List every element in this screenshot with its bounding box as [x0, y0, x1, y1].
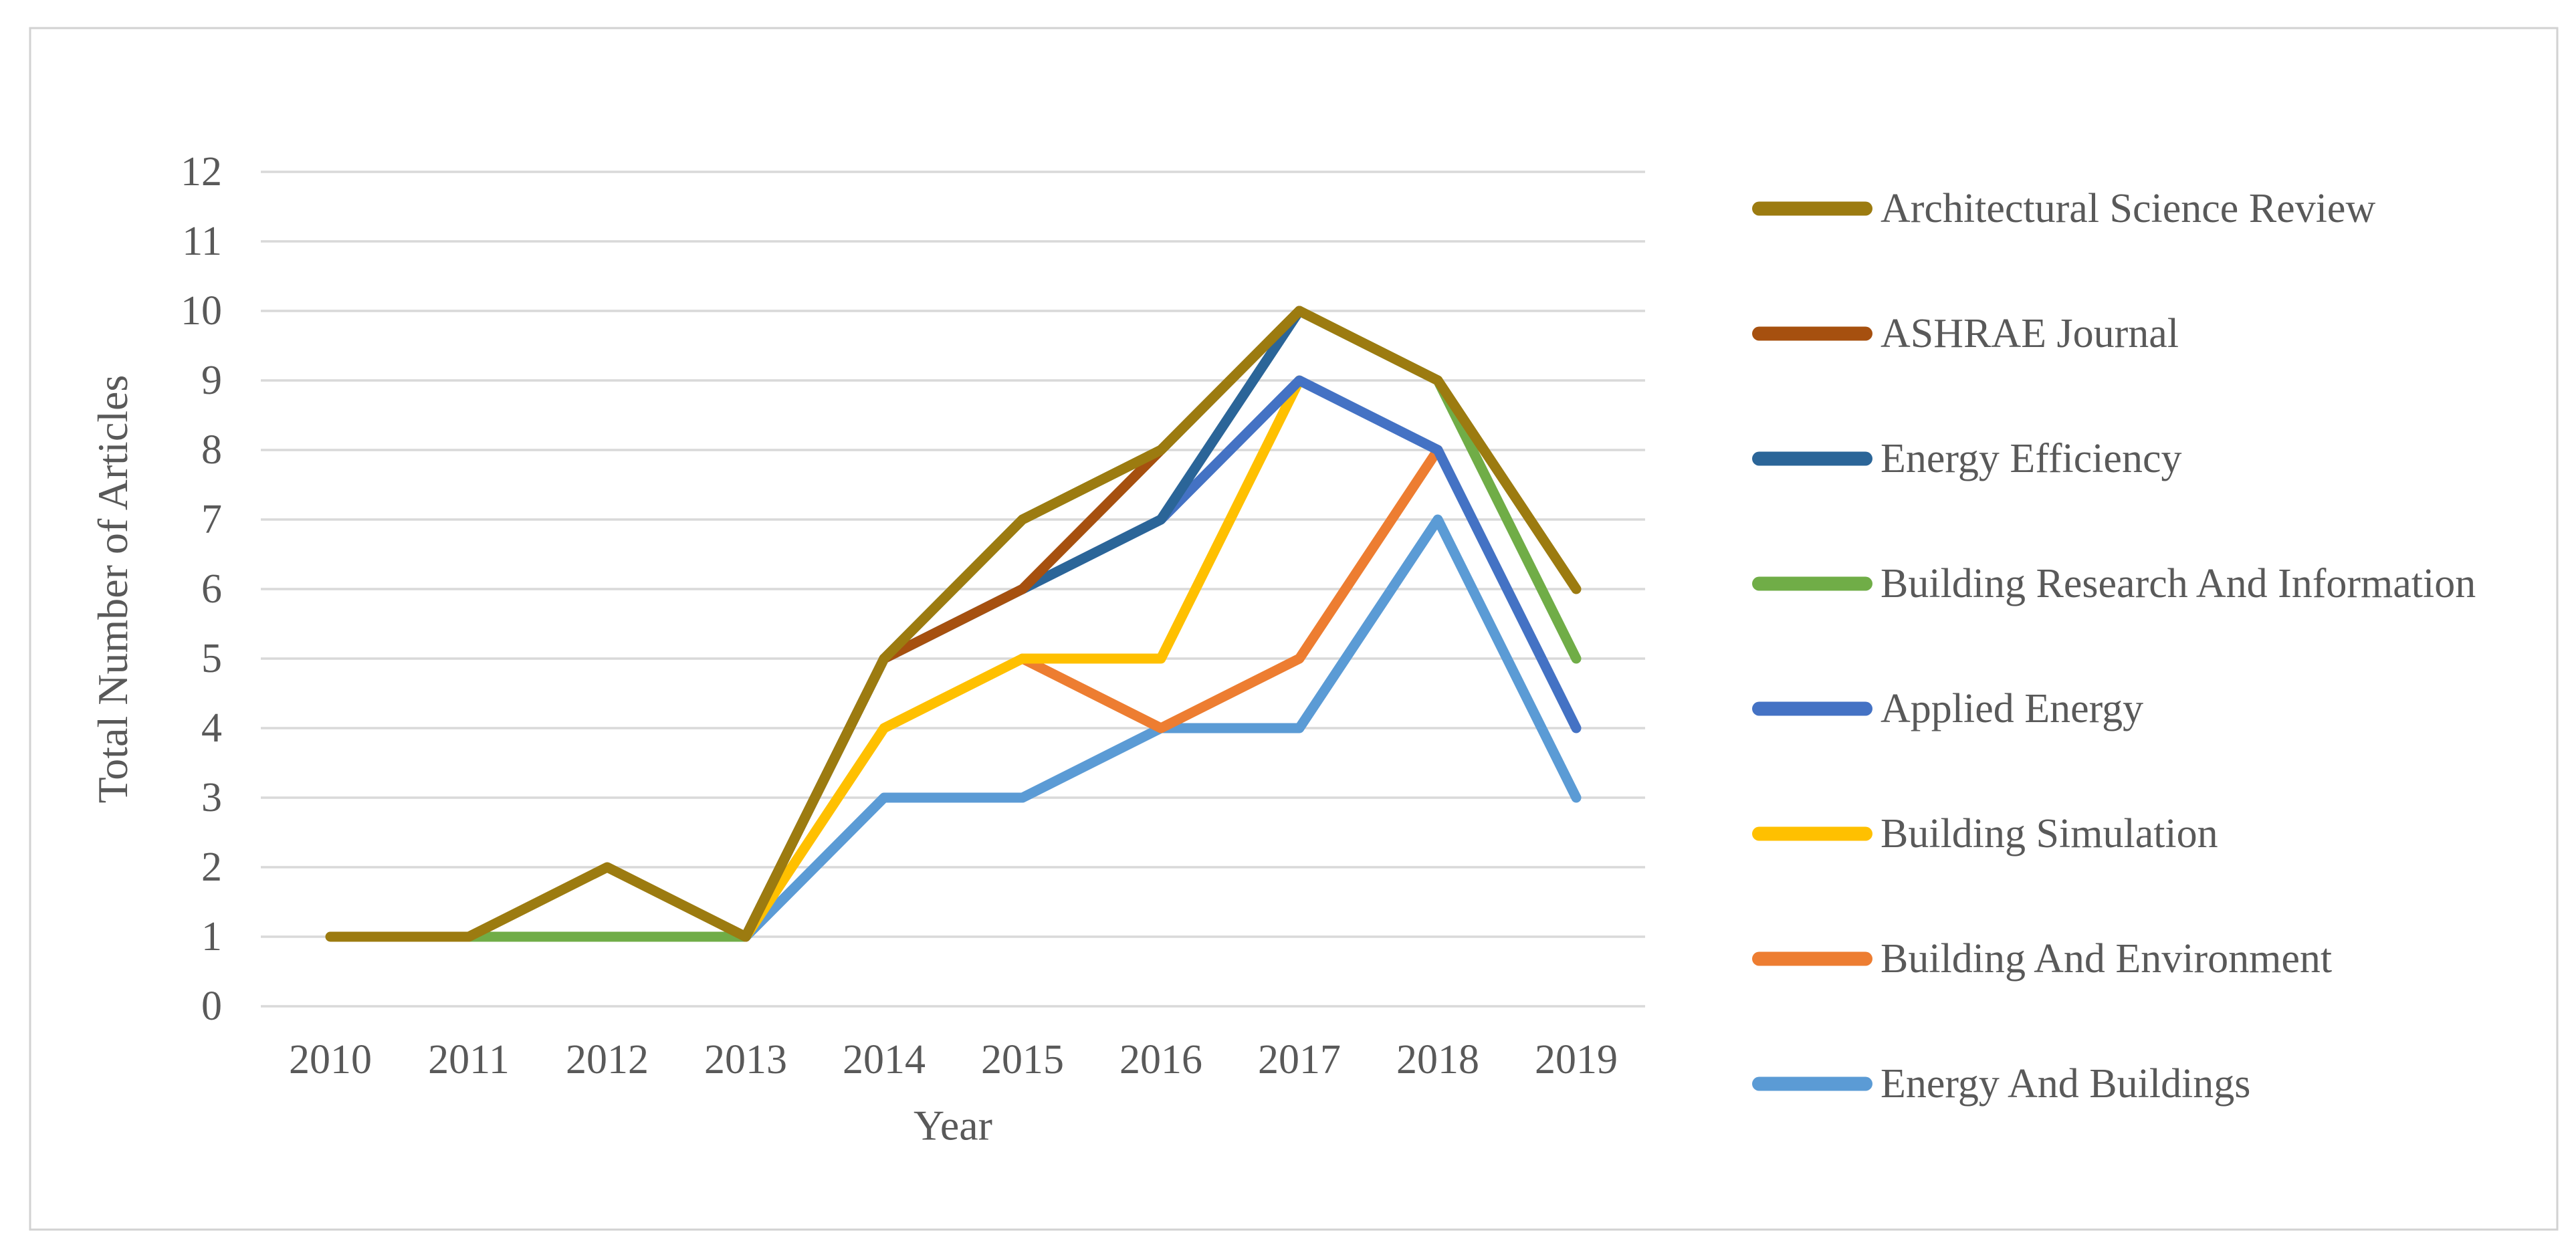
legend-label-energy-efficiency: Energy Efficiency	[1881, 436, 2181, 481]
x-tick-label-2014: 2014	[843, 1037, 926, 1082]
legend-label-energy-and-buildings: Energy And Buildings	[1881, 1061, 2250, 1107]
legend-swatch-ashrae-journal	[1752, 326, 1872, 341]
y-tick-label-12: 12	[181, 149, 222, 195]
legend-item-building-and-environment: Building And Environment	[1752, 936, 2332, 982]
x-tick-label-2015: 2015	[981, 1037, 1064, 1082]
y-axis-title: Total Number of Articles	[89, 375, 136, 804]
legend-swatch-energy-and-buildings	[1752, 1076, 1872, 1091]
legend-item-applied-energy: Applied Energy	[1752, 686, 2143, 731]
legend-label-architectural-science-review: Architectural Science Review	[1881, 186, 2375, 231]
legend: Architectural Science Review ASHRAE Journ…	[1752, 186, 2476, 1107]
y-tick-label-11: 11	[182, 219, 222, 264]
gridlines	[261, 170, 1645, 1008]
legend-item-architectural-science-review: Architectural Science Review	[1752, 186, 2375, 231]
legend-item-ashrae-journal: ASHRAE Journal	[1752, 311, 2179, 356]
series-line-architectural-science-review	[325, 306, 1582, 942]
series-line-energy-efficiency	[740, 306, 1305, 942]
legend-swatch-building-simulation	[1752, 826, 1872, 841]
figure-border	[29, 27, 2559, 1231]
y-tick-label-6: 6	[201, 566, 222, 612]
x-tick-label-2018: 2018	[1396, 1037, 1479, 1082]
legend-label-ashrae-journal: ASHRAE Journal	[1881, 311, 2179, 356]
y-tick-label-1: 1	[201, 914, 222, 959]
legend-swatch-energy-efficiency	[1752, 451, 1872, 466]
y-tick-label-9: 9	[201, 358, 222, 403]
legend-swatch-applied-energy	[1752, 701, 1872, 716]
legend-item-building-research-and-information: Building Research And Information	[1752, 561, 2476, 606]
x-tick-label-2017: 2017	[1258, 1037, 1341, 1082]
y-tick-label-5: 5	[201, 636, 222, 681]
legend-swatch-architectural-science-review	[1752, 201, 1872, 216]
legend-item-energy-and-buildings: Energy And Buildings	[1752, 1061, 2250, 1107]
y-tick-label-10: 10	[181, 288, 222, 334]
legend-swatch-building-research-and-information	[1752, 576, 1872, 591]
series-line-ashrae-journal	[740, 306, 1305, 942]
legend-label-applied-energy: Applied Energy	[1881, 686, 2143, 731]
y-tick-label-2: 2	[201, 844, 222, 890]
y-tick-label-3: 3	[201, 775, 222, 820]
y-tick-label-0: 0	[201, 984, 222, 1029]
x-tick-label-2013: 2013	[704, 1037, 787, 1082]
y-tick-label-8: 8	[201, 427, 222, 473]
x-tick-label-2012: 2012	[566, 1037, 649, 1082]
legend-label-building-and-environment: Building And Environment	[1881, 936, 2332, 982]
legend-item-building-simulation: Building Simulation	[1752, 811, 2218, 856]
x-tick-label-2011: 2011	[428, 1037, 510, 1082]
legend-label-building-simulation: Building Simulation	[1881, 811, 2218, 856]
legend-label-building-research-and-information: Building Research And Information	[1881, 561, 2476, 606]
legend-swatch-building-and-environment	[1752, 951, 1872, 966]
y-tick-label-7: 7	[201, 497, 222, 542]
y-tick-label-4: 4	[201, 705, 222, 751]
x-tick-label-2010: 2010	[289, 1037, 372, 1082]
x-axis-title: Year	[914, 1102, 992, 1149]
series-line-building-research-and-information	[463, 306, 1582, 942]
x-axis-tick-labels: 2010 2011 2012 2013 2014 2015 2016 2017 2018 2019	[289, 1037, 1618, 1082]
series-line-applied-energy	[1017, 375, 1582, 733]
x-tick-label-2019: 2019	[1535, 1037, 1618, 1082]
series-line-building-simulation	[740, 375, 1305, 942]
series-line-building-and-environment	[1017, 445, 1443, 733]
legend-item-energy-efficiency: Energy Efficiency	[1752, 436, 2181, 481]
series-lines	[325, 306, 1582, 942]
x-tick-label-2016: 2016	[1119, 1037, 1202, 1082]
